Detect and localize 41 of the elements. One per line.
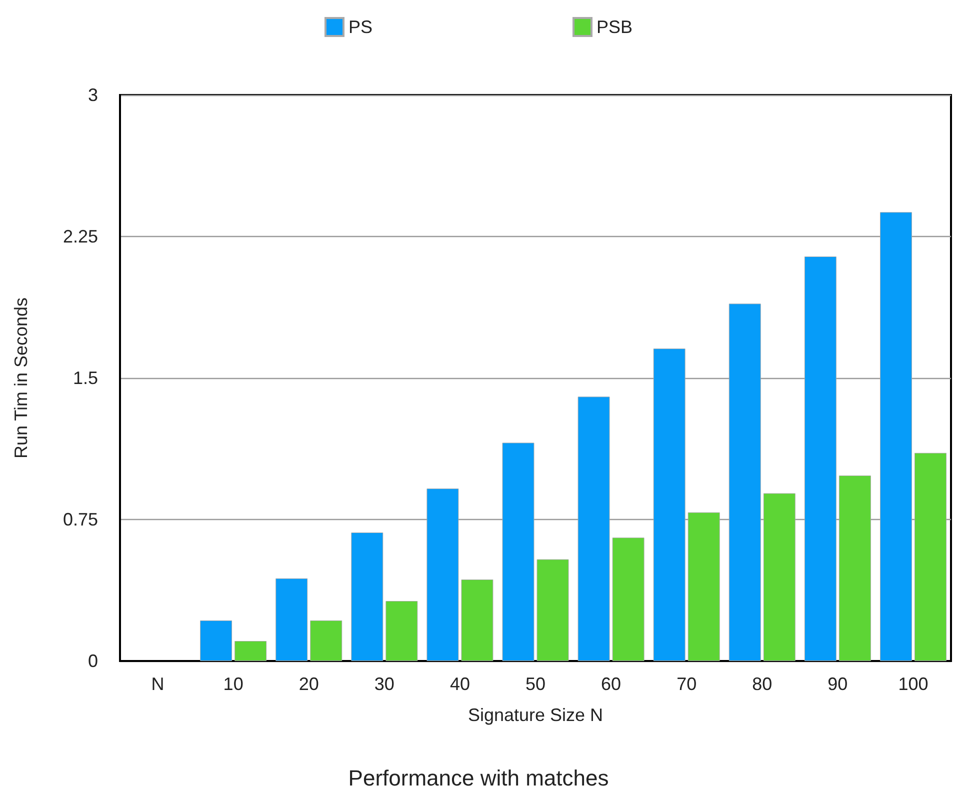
x-tick-label: N [151,674,164,694]
bar [386,601,418,661]
x-tick-label: 100 [898,674,928,694]
bar [351,532,384,661]
bar [234,641,267,661]
bar [461,579,494,661]
bar [914,452,946,661]
y-tick-label: 3 [88,85,98,105]
x-tick-label: 50 [525,674,546,694]
bar [804,256,836,661]
x-tick-label: 40 [450,674,470,694]
x-tick-label: 70 [676,674,697,694]
bar [502,442,534,661]
bar [880,212,912,661]
bar [653,348,686,661]
x-tick-label: 80 [752,674,772,694]
x-tick-label: 90 [828,674,848,694]
bar [688,512,720,661]
bar [276,578,308,661]
legend-label: PS [348,17,372,37]
bar [310,620,342,661]
x-tick-label: 30 [374,674,394,694]
bar [426,488,459,661]
x-tick-label: 60 [601,674,622,694]
bar [578,396,610,661]
y-tick-label: 1.5 [72,368,98,388]
x-tick-label: 20 [298,674,319,694]
bar [763,493,796,661]
y-tick-label: 0.75 [62,510,98,530]
y-axis-title: Run Tim in Seconds [11,297,31,459]
text: Performance with matches [348,766,609,790]
bar [612,538,644,661]
bar [728,304,761,661]
x-tick-label: 10 [223,674,244,694]
bar [838,476,871,661]
legend-label: PSB [596,17,633,37]
bar [200,620,232,661]
y-tick-label: 2.25 [62,226,98,246]
x-axis-title: Signature Size N [468,705,604,725]
y-tick-label: 0 [88,651,98,671]
bar [536,559,569,661]
